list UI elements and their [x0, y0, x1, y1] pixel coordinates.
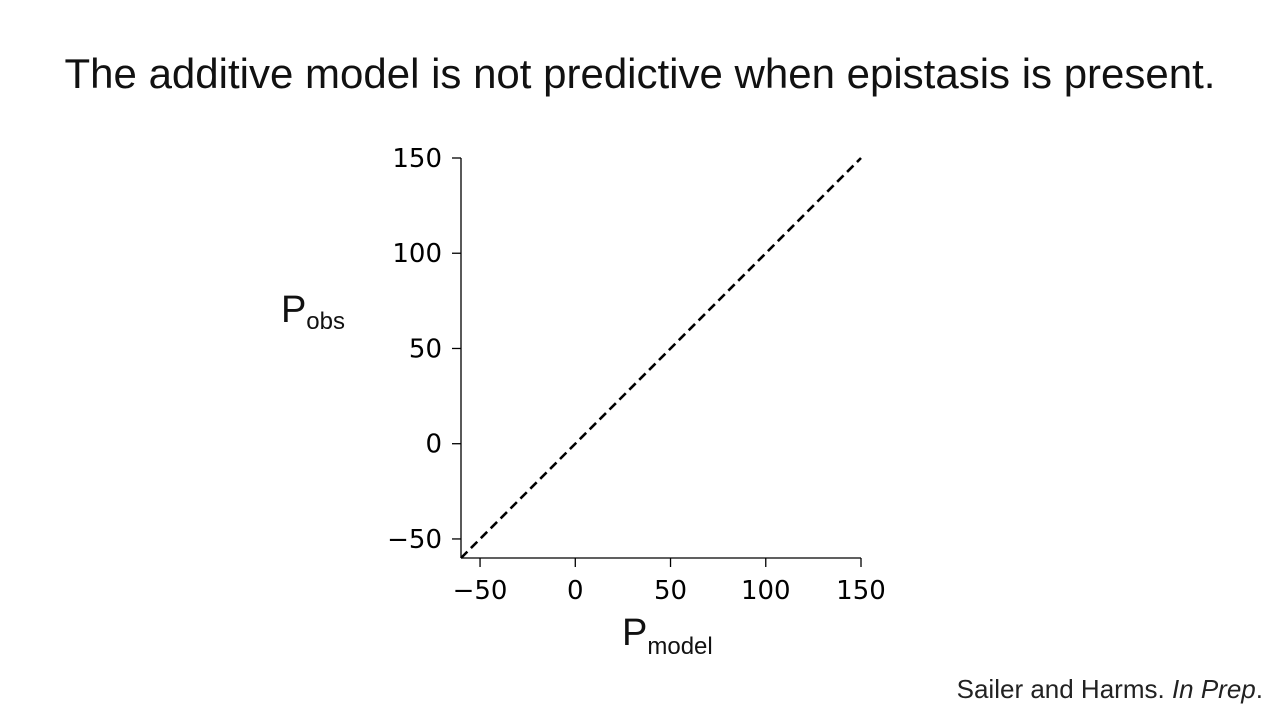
citation-status: In Prep: [1171, 674, 1256, 704]
x-axis-label-base: P: [622, 612, 647, 654]
y-axis-ticks: −50 0 50 100 150: [387, 144, 461, 555]
y-axis-label: Pobs: [281, 289, 345, 335]
series-line: [460, 157, 862, 559]
x-tick-label: 50: [654, 576, 687, 606]
y-tick-label: −50: [387, 525, 442, 555]
x-tick-label: −50: [453, 576, 508, 606]
x-axis-label: Pmodel: [622, 612, 713, 660]
citation: Sailer and Harms. In Prep.: [957, 674, 1263, 705]
series-layer: [460, 157, 862, 559]
y-tick-label: 0: [425, 430, 442, 460]
x-axis-label-sub: model: [647, 633, 712, 660]
citation-authors: Sailer and Harms.: [956, 674, 1172, 704]
slide-title: The additive model is not predictive whe…: [64, 50, 1216, 97]
x-tick-label: 100: [741, 576, 791, 606]
y-tick-label: 150: [392, 144, 442, 174]
y-axis-label-sub: obs: [306, 308, 345, 335]
x-tick-label: 150: [836, 576, 886, 606]
citation-end: .: [1255, 674, 1263, 704]
x-tick-label: 0: [567, 576, 584, 606]
y-tick-label: 100: [392, 239, 442, 269]
x-axis-ticks: −50 0 50 100 150: [453, 558, 886, 606]
y-tick-label: 50: [409, 334, 442, 364]
y-axis-label-base: P: [281, 289, 306, 331]
